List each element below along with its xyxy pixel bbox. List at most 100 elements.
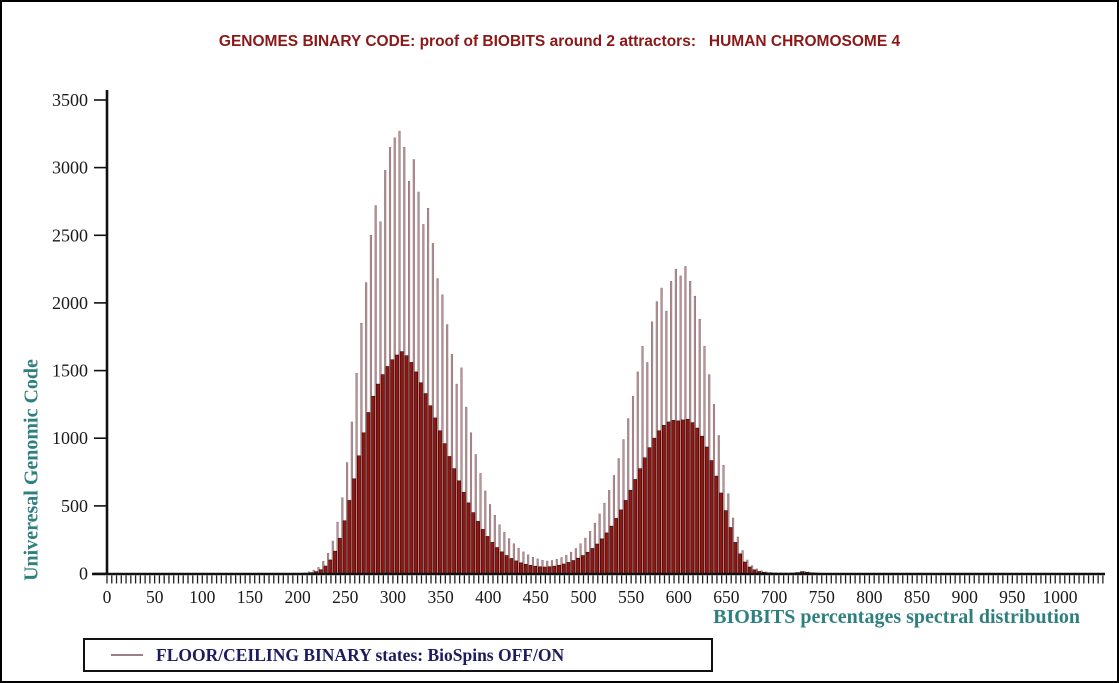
floor-bar bbox=[647, 447, 652, 574]
floor-bar bbox=[742, 561, 747, 574]
x-tick-label: 900 bbox=[952, 587, 979, 607]
floor-bar bbox=[504, 555, 509, 574]
floor-bar bbox=[614, 518, 619, 574]
floor-bar bbox=[609, 525, 614, 574]
floor-bar bbox=[709, 460, 714, 574]
x-tick-label: 250 bbox=[332, 587, 359, 607]
floor-bar bbox=[747, 566, 752, 574]
floor-bar bbox=[523, 563, 528, 574]
floor-bar bbox=[385, 366, 390, 574]
floor-bar bbox=[595, 543, 600, 574]
floor-bar bbox=[728, 527, 733, 574]
floor-bar bbox=[499, 551, 504, 574]
floor-bar bbox=[361, 432, 366, 574]
floor-bar bbox=[590, 548, 595, 574]
floor-bar bbox=[437, 430, 442, 574]
floor-bar bbox=[476, 521, 480, 574]
floor-bar bbox=[638, 468, 642, 574]
floor-bar bbox=[414, 371, 418, 574]
floor-bar bbox=[542, 566, 547, 574]
floor-bar bbox=[628, 489, 633, 574]
x-tick-label: 550 bbox=[618, 587, 645, 607]
y-tick-label: 3500 bbox=[52, 90, 88, 110]
floor-bar bbox=[619, 509, 623, 574]
x-tick-label: 1000 bbox=[1043, 587, 1078, 607]
floor-bar bbox=[685, 418, 690, 574]
y-tick-label: 0 bbox=[79, 564, 88, 584]
floor-bar bbox=[666, 421, 671, 574]
floor-bar bbox=[480, 529, 485, 574]
floor-bar bbox=[547, 566, 552, 574]
floor-bar bbox=[447, 456, 452, 574]
floor-bar bbox=[519, 562, 523, 574]
floor-bar bbox=[485, 536, 490, 574]
floor-bar bbox=[695, 427, 700, 574]
floor-bar bbox=[585, 551, 590, 574]
floor-bar bbox=[576, 557, 580, 574]
floor-bar bbox=[428, 405, 433, 574]
floor-bar bbox=[390, 359, 395, 574]
x-tick-label: 150 bbox=[237, 587, 264, 607]
x-tick-label: 850 bbox=[904, 587, 931, 607]
floor-bar bbox=[738, 553, 743, 574]
floor-bar bbox=[423, 393, 428, 574]
floor-bar bbox=[671, 420, 676, 574]
floor-bar bbox=[399, 351, 404, 574]
floor-bar bbox=[714, 475, 719, 574]
x-tick-label: 600 bbox=[666, 587, 693, 607]
floor-bar bbox=[509, 558, 514, 574]
floor-bar bbox=[571, 560, 576, 574]
floor-bar bbox=[723, 510, 728, 574]
floor-bar bbox=[657, 430, 661, 574]
floor-bar bbox=[395, 354, 399, 574]
y-tick-label: 2500 bbox=[52, 225, 88, 245]
floor-bar bbox=[580, 555, 585, 574]
floor-bar bbox=[661, 425, 666, 574]
floor-bar bbox=[490, 542, 495, 574]
x-tick-label: 100 bbox=[189, 587, 216, 607]
x-tick-label: 450 bbox=[523, 587, 550, 607]
floor-bar bbox=[409, 362, 414, 574]
y-tick-label: 1500 bbox=[52, 361, 88, 381]
floor-bar bbox=[418, 382, 423, 574]
x-tick-label: 500 bbox=[570, 587, 597, 607]
x-tick-label: 350 bbox=[427, 587, 454, 607]
floor-bar bbox=[328, 559, 333, 574]
floor-bar bbox=[733, 542, 738, 574]
floor-bar bbox=[366, 412, 371, 574]
floor-bar bbox=[538, 566, 542, 574]
floor-bar bbox=[557, 564, 561, 574]
floor-bar bbox=[323, 565, 328, 574]
x-tick-label: 650 bbox=[713, 587, 740, 607]
floor-bar bbox=[356, 455, 361, 574]
floor-bar bbox=[342, 520, 347, 574]
x-tick-label: 50 bbox=[146, 587, 164, 607]
floor-bar bbox=[652, 437, 657, 574]
x-tick-label: 750 bbox=[809, 587, 836, 607]
floor-bar bbox=[337, 538, 342, 574]
x-axis-title: BIOBITS percentages spectral distributio… bbox=[713, 606, 1080, 628]
floor-bar bbox=[676, 420, 681, 574]
x-tick-label: 950 bbox=[999, 587, 1026, 607]
floor-bar bbox=[604, 532, 609, 574]
floor-bar bbox=[600, 538, 604, 574]
floor-bar bbox=[681, 419, 685, 574]
y-tick-label: 3000 bbox=[52, 158, 88, 178]
floor-bar bbox=[461, 492, 466, 574]
x-tick-label: 200 bbox=[284, 587, 311, 607]
floor-bar bbox=[433, 417, 438, 574]
x-tick-label: 0 bbox=[103, 587, 112, 607]
legend-line-marker bbox=[111, 654, 143, 656]
floor-bar bbox=[442, 443, 447, 574]
floor-bar bbox=[457, 480, 461, 574]
floor-bar bbox=[495, 547, 499, 574]
floor-bar bbox=[514, 560, 519, 574]
y-tick-label: 2000 bbox=[52, 293, 88, 313]
floor-bar bbox=[552, 565, 557, 574]
y-tick-label: 500 bbox=[61, 496, 88, 516]
floor-bar bbox=[347, 500, 352, 574]
floor-bar bbox=[528, 565, 533, 574]
floor-bar bbox=[404, 355, 409, 574]
floor-bar bbox=[352, 478, 357, 574]
